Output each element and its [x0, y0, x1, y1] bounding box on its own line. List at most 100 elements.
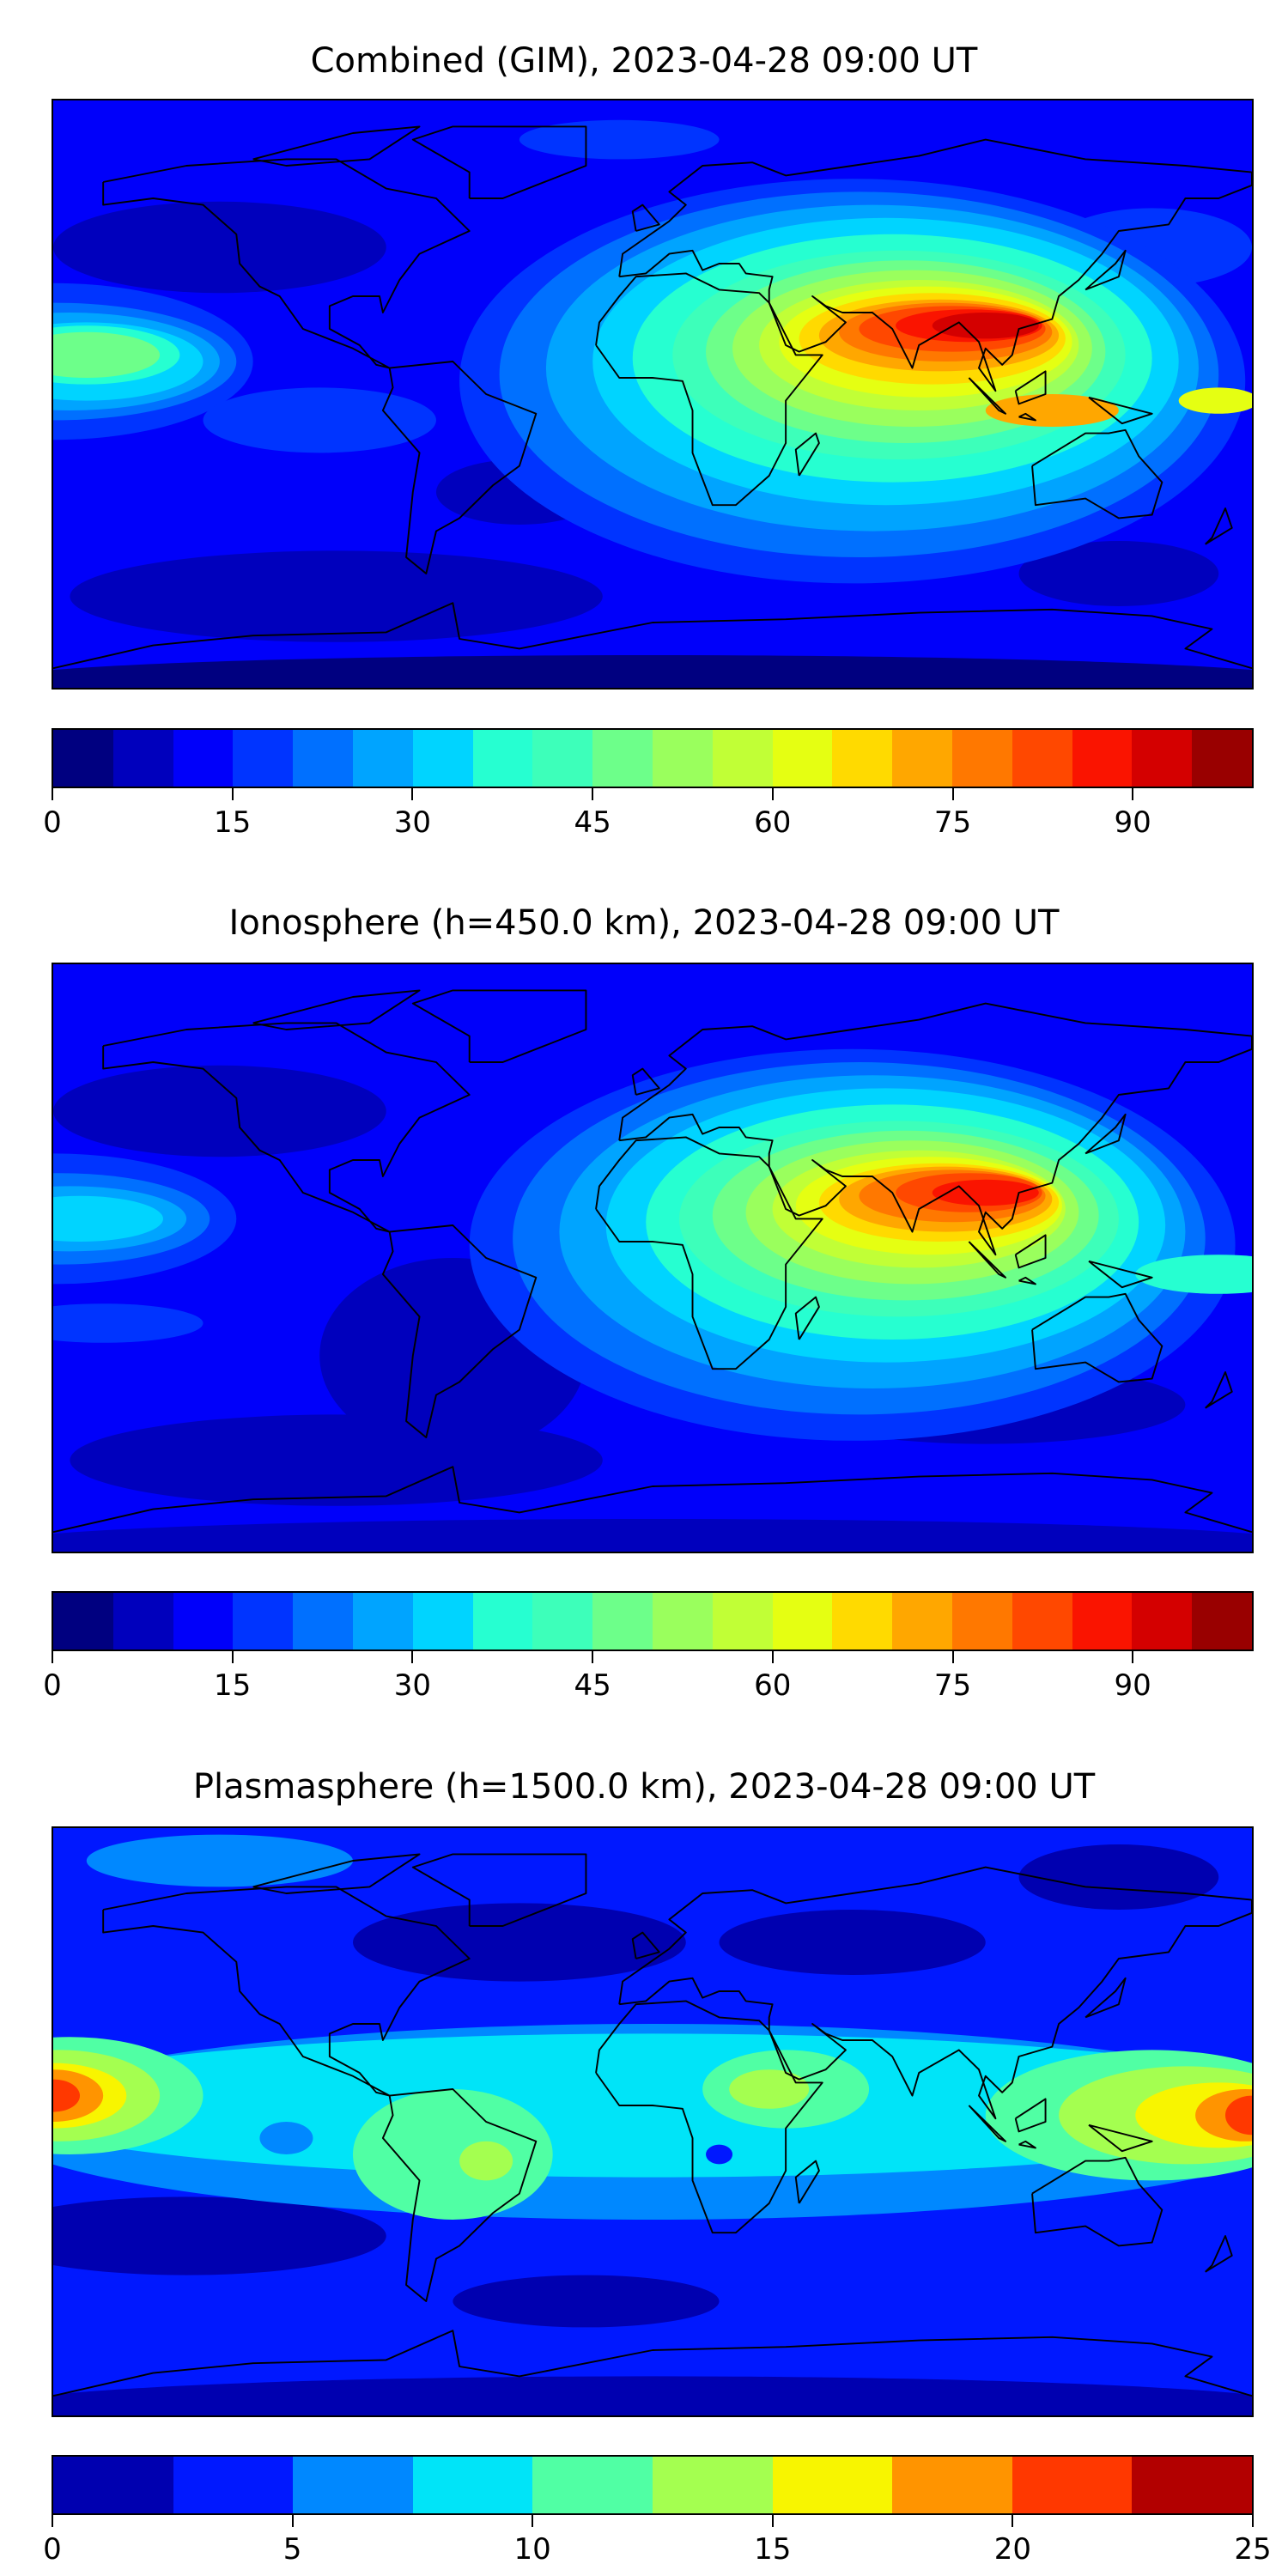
- coastline: [595, 2000, 823, 2234]
- contour-region: [1018, 541, 1219, 606]
- colorbar-swatch: [412, 1593, 473, 1649]
- colorbar-tick: [52, 788, 53, 800]
- coastline: [1084, 1113, 1127, 1155]
- contour-region: [353, 2089, 553, 2220]
- contour-region: [70, 550, 603, 642]
- coastline: [1031, 1292, 1163, 1383]
- colorbar-swatch: [1132, 2457, 1252, 2513]
- colorbar-swatch: [1192, 1593, 1252, 1649]
- contour-region: [203, 387, 436, 453]
- contour-region: [985, 394, 1119, 427]
- colorbar-tick-label: 0: [43, 805, 62, 840]
- colorbar-swatch: [53, 2457, 173, 2513]
- coastline: [595, 1136, 823, 1370]
- coastline: [1088, 1260, 1153, 1289]
- coastline: [252, 125, 421, 167]
- contour-region: [86, 1834, 354, 1887]
- contour-region: [53, 2079, 81, 2112]
- colorbar-tick: [231, 788, 234, 800]
- contour-region: [53, 1195, 163, 1242]
- colorbar-tick: [1012, 2515, 1014, 2527]
- colorbar-swatch: [592, 730, 653, 787]
- contour-region: [53, 1303, 204, 1343]
- colorbar-swatch: [112, 1593, 173, 1649]
- coastline: [53, 2330, 1252, 2397]
- colorbar-tick: [592, 1651, 594, 1663]
- coastline: [1014, 2098, 1047, 2133]
- colorbar-swatch: [472, 1593, 533, 1649]
- panel-1-map-combined: [52, 99, 1254, 690]
- colorbar-tick-label: 15: [214, 1668, 252, 1703]
- colorbar-swatch: [892, 2457, 1012, 2513]
- contour-region: [259, 2122, 313, 2154]
- colorbar-tick-label: 90: [1114, 1668, 1151, 1703]
- panel-1-title: Combined (GIM), 2023-04-28 09:00 UT: [310, 41, 978, 81]
- map-svg: [53, 964, 1252, 1552]
- coastline: [618, 1866, 1252, 2120]
- colorbar-swatch: [1072, 1593, 1133, 1649]
- colorbar-tick-label: 15: [754, 2532, 792, 2567]
- colorbar-swatch: [233, 1593, 294, 1649]
- colorbar-tick-label: 90: [1114, 805, 1151, 840]
- coastline: [794, 432, 820, 477]
- colorbar-swatch: [772, 2457, 893, 2513]
- colorbar-swatch: [173, 2457, 294, 2513]
- coastline: [102, 158, 471, 369]
- coastline: [252, 1853, 421, 1894]
- coastline: [618, 138, 1252, 392]
- contour-region: [353, 1903, 686, 1982]
- colorbar-swatch: [293, 730, 353, 787]
- map-svg: [53, 1828, 1252, 2415]
- coastline: [1205, 2235, 1233, 2273]
- coastline: [968, 377, 1007, 415]
- colorbar-tick: [951, 1651, 954, 1663]
- coastline: [631, 1931, 660, 1959]
- colorbar-tick-label: 10: [513, 2532, 551, 2567]
- coastline: [102, 1022, 471, 1233]
- coastline: [381, 361, 538, 574]
- colorbar-tick: [411, 1651, 414, 1663]
- colorbar-swatch: [173, 730, 234, 787]
- colorbar-tick: [52, 1651, 53, 1663]
- coastline: [102, 1886, 471, 2097]
- coastline: [1088, 396, 1153, 425]
- colorbar-swatch: [892, 1593, 952, 1649]
- colorbar-swatch: [412, 2457, 533, 2513]
- colorbar-swatch: [352, 1593, 413, 1649]
- coastline: [53, 1466, 1252, 1534]
- map-svg: [53, 100, 1252, 688]
- contour-region: [729, 2069, 810, 2109]
- colorbar-swatch: [652, 730, 713, 787]
- coastline: [794, 2160, 820, 2204]
- colorbar-swatch: [233, 730, 294, 787]
- coastline: [1205, 507, 1233, 545]
- colorbar-tick-label: 25: [1234, 2532, 1272, 2567]
- colorbar-swatch: [293, 1593, 353, 1649]
- coastline: [381, 1224, 538, 1438]
- colorbar-tick: [1252, 2515, 1254, 2527]
- colorbar-swatch: [1012, 730, 1072, 787]
- colorbar-swatch: [1012, 2457, 1133, 2513]
- colorbar-tick-label: 15: [214, 805, 252, 840]
- colorbar-tick-label: 75: [933, 1668, 972, 1703]
- colorbar-swatch: [112, 730, 173, 787]
- coastline: [794, 1296, 820, 1340]
- coastline: [1088, 2123, 1153, 2153]
- contour-region: [53, 1519, 1252, 1552]
- coastline: [631, 1067, 660, 1096]
- colorbar-swatch: [53, 730, 113, 787]
- contour-region: [1178, 387, 1252, 414]
- colorbar-swatch: [472, 730, 533, 787]
- coastline: [411, 1853, 587, 1927]
- colorbar-swatch: [892, 730, 952, 787]
- contour-region: [53, 201, 386, 294]
- panel-2-title: Ionosphere (h=450.0 km), 2023-04-28 09:0…: [228, 903, 1060, 943]
- contour-region: [459, 2141, 513, 2181]
- coastline: [1084, 1977, 1127, 2019]
- contour-region: [706, 2144, 733, 2165]
- panel-2-map-ionosphere: [52, 963, 1254, 1553]
- coastline: [968, 2105, 1007, 2142]
- colorbar-tick: [411, 788, 414, 800]
- colorbar-tick: [1132, 788, 1134, 800]
- coastline: [595, 272, 823, 507]
